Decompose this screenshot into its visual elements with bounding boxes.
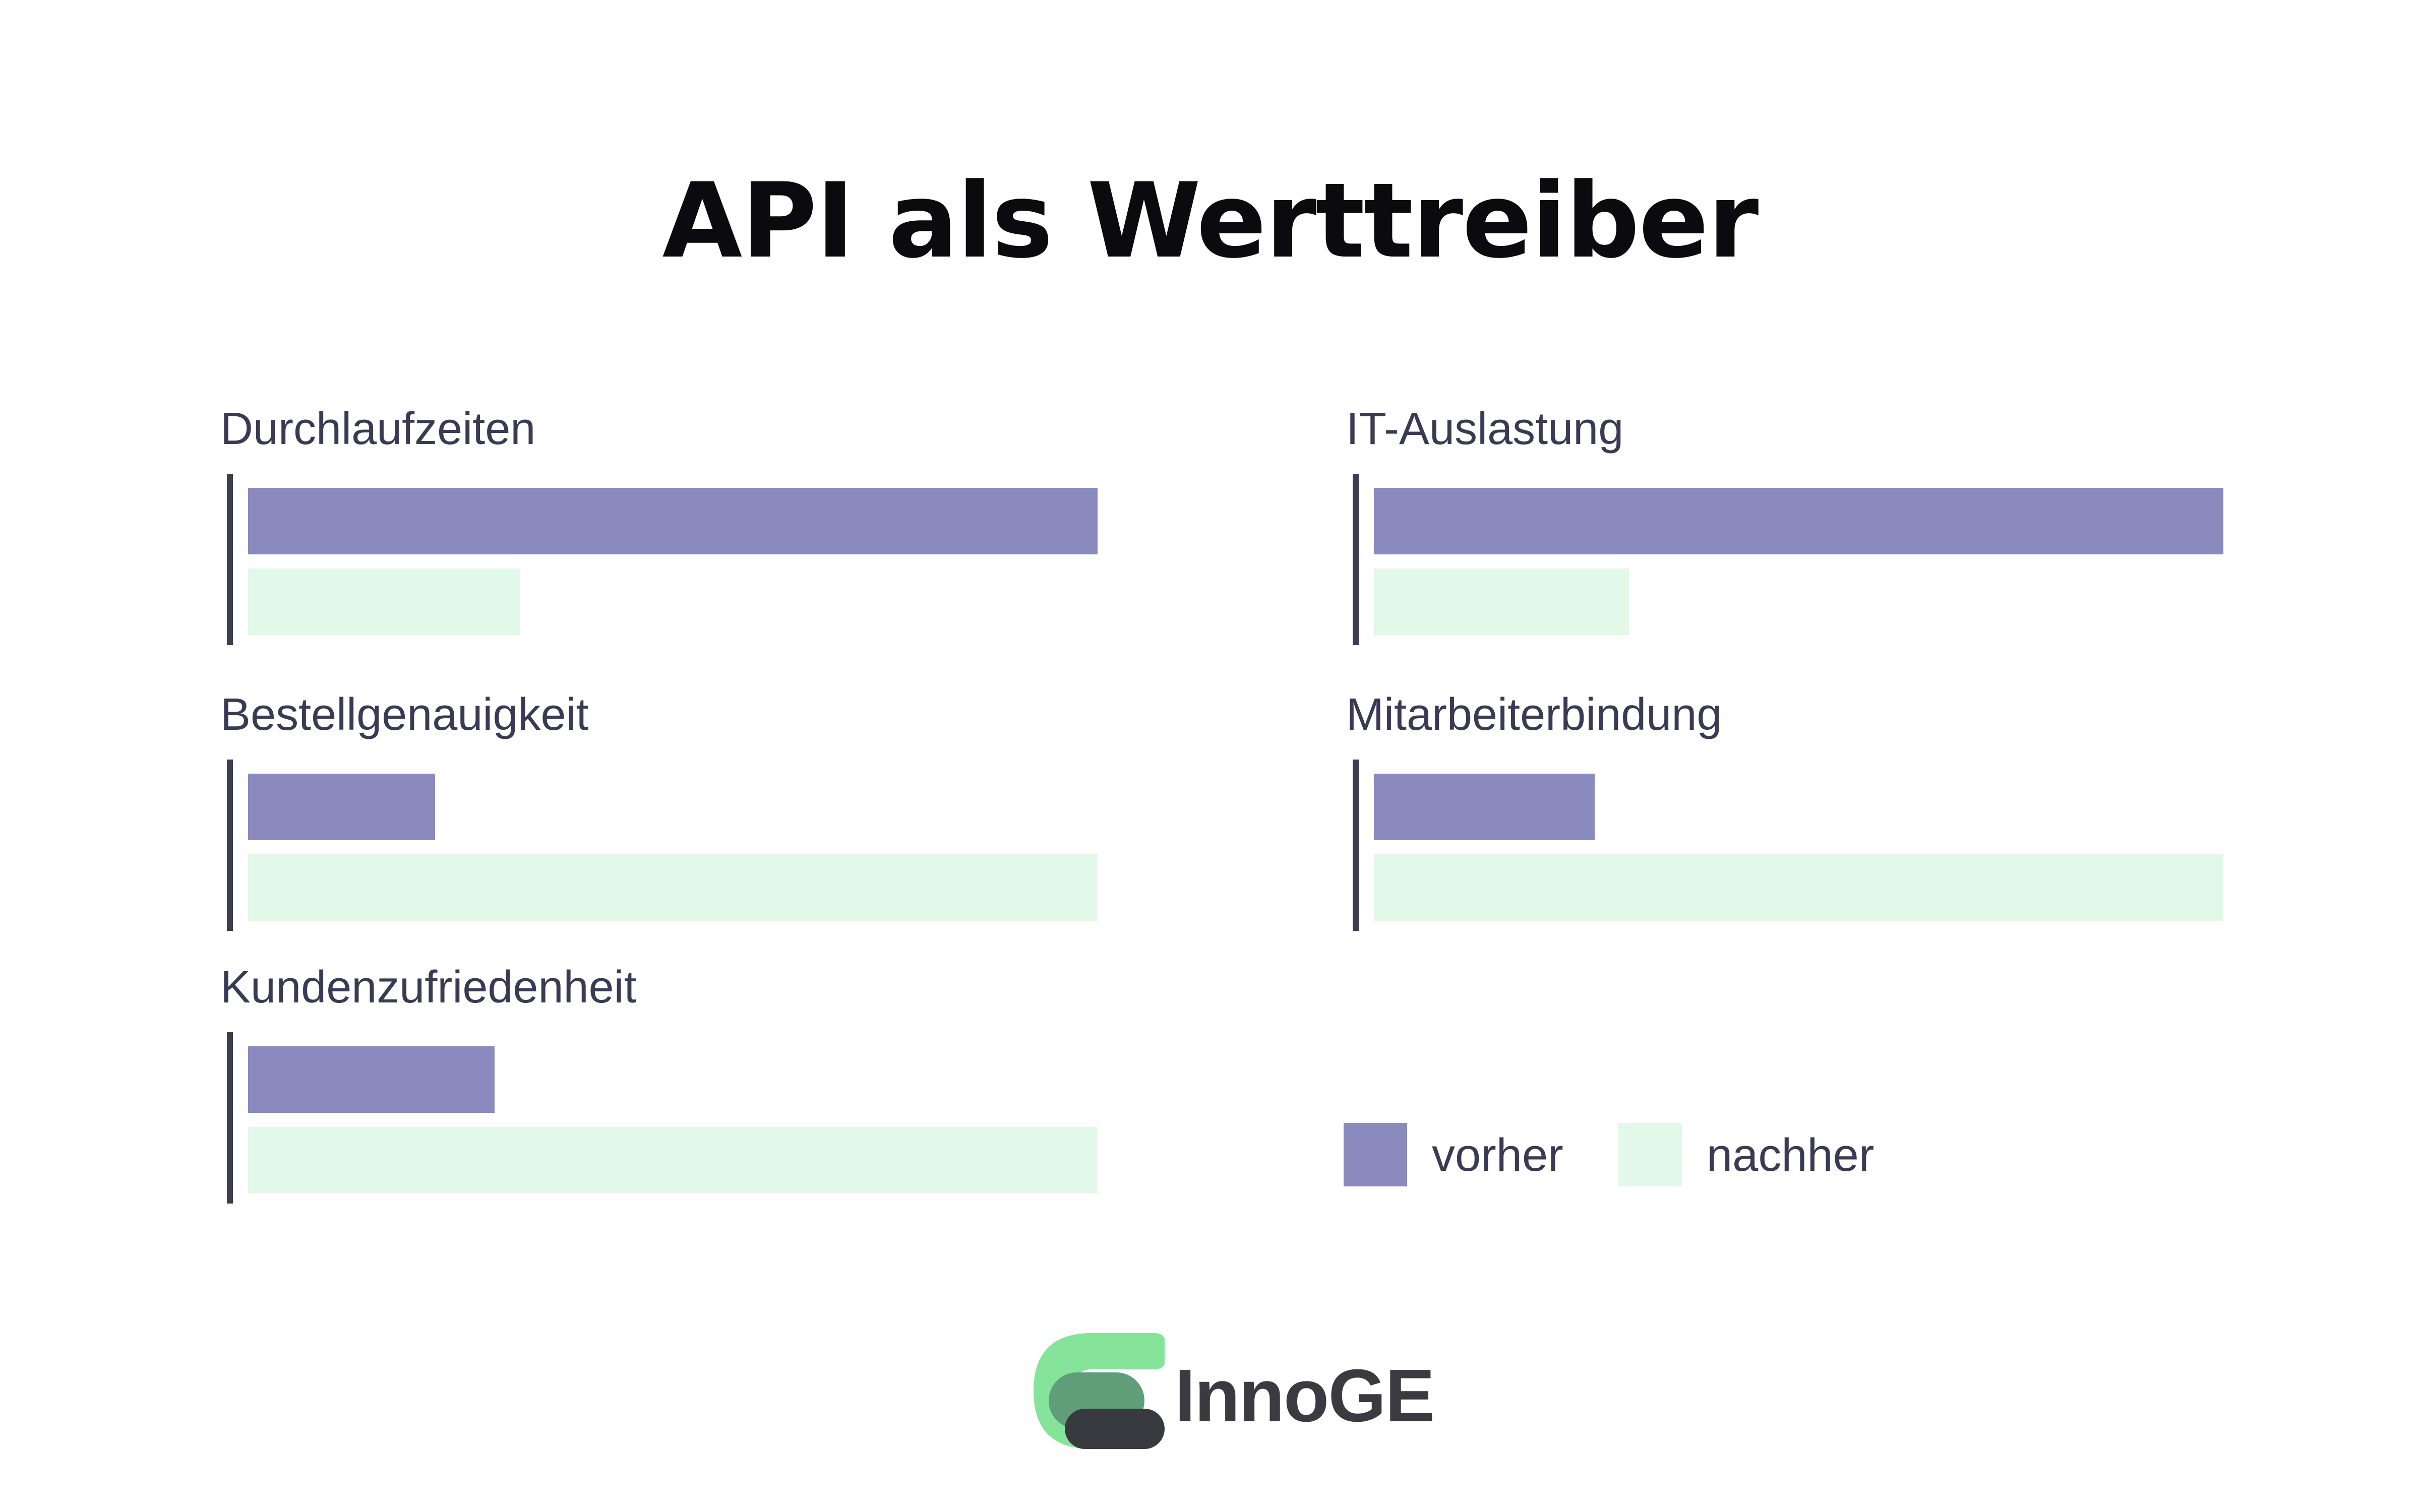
chart-group-it-auslastung: IT-Auslastung xyxy=(1346,403,2223,645)
chart-legend: vorher nachher xyxy=(1344,1123,1949,1187)
legend-label-vorher: vorher xyxy=(1432,1129,1563,1181)
bar-nachher xyxy=(248,569,520,635)
legend-swatch-nachher xyxy=(1618,1123,1682,1186)
bar-nachher xyxy=(248,1127,1098,1193)
chart-group-durchlaufzeiten: Durchlaufzeiten xyxy=(220,403,1098,645)
chart-axis-line xyxy=(1353,474,1359,645)
bar-vorher xyxy=(248,774,435,840)
chart-title: Kundenzufriedenheit xyxy=(220,962,637,1013)
chart-axis-line xyxy=(227,760,233,931)
chart-axis-line xyxy=(227,1032,233,1204)
bar-nachher xyxy=(1374,854,2223,921)
chart-group-kundenzufriedenheit: Kundenzufriedenheit xyxy=(220,962,1098,1204)
legend-label-nachher: nachher xyxy=(1707,1129,1874,1181)
logo-wordmark: InnoGE xyxy=(1175,1354,1435,1437)
chart-axis-line xyxy=(227,474,233,645)
bar-vorher xyxy=(248,488,1098,554)
chart-group-mitarbeiterbindung: Mitarbeiterbindung xyxy=(1346,689,2223,931)
bar-nachher xyxy=(1374,569,1629,635)
bar-nachher xyxy=(248,854,1098,921)
chart-title: IT-Auslastung xyxy=(1346,404,1624,454)
innoge-logo-icon xyxy=(1034,1333,1165,1449)
bar-vorher xyxy=(1374,488,2223,554)
chart-title: Durchlaufzeiten xyxy=(220,404,536,454)
page-title: API als Werttreiber xyxy=(662,161,1759,281)
chart-title: Bestellgenauigkeit xyxy=(220,689,589,740)
bar-vorher xyxy=(248,1046,495,1113)
chart-axis-line xyxy=(1353,760,1359,931)
chart-title: Mitarbeiterbindung xyxy=(1346,689,1722,740)
chart-group-bestellgenauigkeit: Bestellgenauigkeit xyxy=(220,689,1098,931)
bar-vorher xyxy=(1374,774,1595,840)
legend-swatch-vorher xyxy=(1344,1123,1407,1186)
